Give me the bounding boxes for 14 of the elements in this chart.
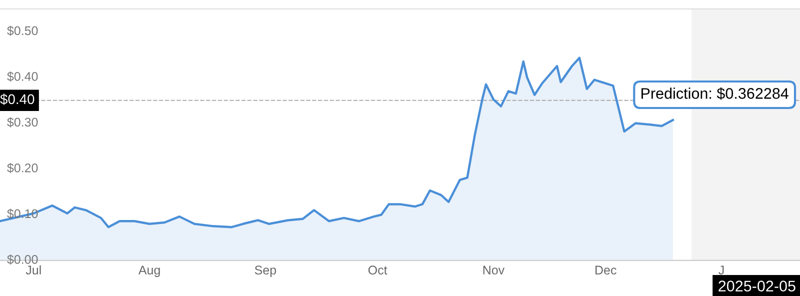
x-tick-label: Sep (254, 266, 276, 277)
y-tick-label: $0.50 (7, 26, 38, 36)
y-tick-label: $0.40 (7, 71, 38, 82)
x-tick-label: Jul (26, 265, 41, 275)
text: 2025-02-05 (718, 280, 796, 292)
y-tick-label: $0.20 (7, 162, 38, 174)
x-tick-label: Dec (596, 266, 616, 275)
x-tick-label: Oct (368, 266, 388, 275)
x-tick-label: Aug (138, 266, 160, 277)
y-tick-label: $0.30 (7, 117, 38, 128)
annotation: Prediction: $0.362284 (642, 87, 788, 100)
y-tick-label: $0.00 (7, 254, 38, 265)
x-tick-label: Nov (483, 266, 505, 275)
x-tick-label: J (718, 266, 724, 275)
